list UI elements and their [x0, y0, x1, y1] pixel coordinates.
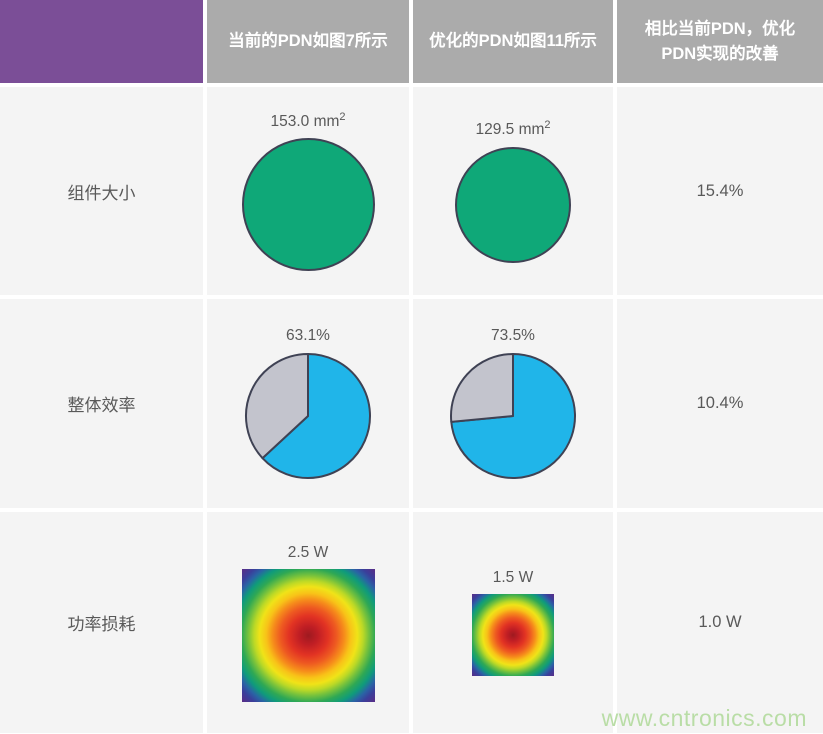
watermark: www.cntronics.com — [601, 705, 807, 731]
heatmap-value-optimized: 1.5 W — [492, 569, 534, 586]
improvement-value: 15.4% — [696, 181, 744, 200]
chart-cell-eff-optimized: 73.5% — [413, 299, 613, 508]
row-label-text: 组件大小 — [67, 183, 136, 203]
row-label-text: 整体效率 — [67, 396, 136, 415]
chart-cell-loss-current: 2.5 W — [207, 512, 409, 733]
chart-cell-loss-optimized: 1.5 W — [413, 512, 613, 733]
heatmap-value-current: 2.5 W — [287, 543, 329, 561]
area-circle-optimized — [455, 146, 571, 263]
header-cell-improvement: 相比当前PDN，优化PDN实现的改善 — [617, 0, 823, 83]
header-cell-blank — [0, 0, 203, 83]
header-cell-current: 当前的PDN如图7所示 — [207, 0, 409, 83]
pie-value-current: 63.1% — [286, 327, 330, 344]
area-value-optimized: 129.5 mm2 — [475, 119, 551, 139]
row-label-text: 功率损耗 — [67, 615, 136, 634]
heatmap-current — [241, 568, 375, 702]
pie-chart-optimized — [449, 352, 577, 480]
improvement-cell-efficiency: 10.4% — [617, 299, 823, 508]
area-value-current: 153.0 mm2 — [270, 110, 346, 131]
improvement-cell-size: 15.4% — [617, 87, 823, 295]
improvement-value: 10.4% — [696, 394, 744, 412]
pie-value-optimized: 73.5% — [491, 327, 535, 344]
pie-chart-current — [244, 352, 372, 480]
area-circle-current — [241, 138, 375, 272]
row-label-component-size: 组件大小 — [0, 87, 203, 295]
row-label-power-loss: 功率损耗 — [0, 512, 203, 733]
chart-cell-eff-current: 63.1% — [207, 299, 409, 508]
improvement-value: 1.0 W — [698, 613, 742, 631]
row-label-efficiency: 整体效率 — [0, 299, 203, 508]
chart-cell-size-current: 153.0 mm2 — [207, 87, 409, 295]
heatmap-optimized — [472, 594, 554, 676]
chart-cell-size-optimized: 129.5 mm2 — [413, 87, 613, 295]
header-cell-optimized: 优化的PDN如图11所示 — [413, 0, 613, 83]
improvement-cell-power-loss: 1.0 W — [617, 512, 823, 733]
